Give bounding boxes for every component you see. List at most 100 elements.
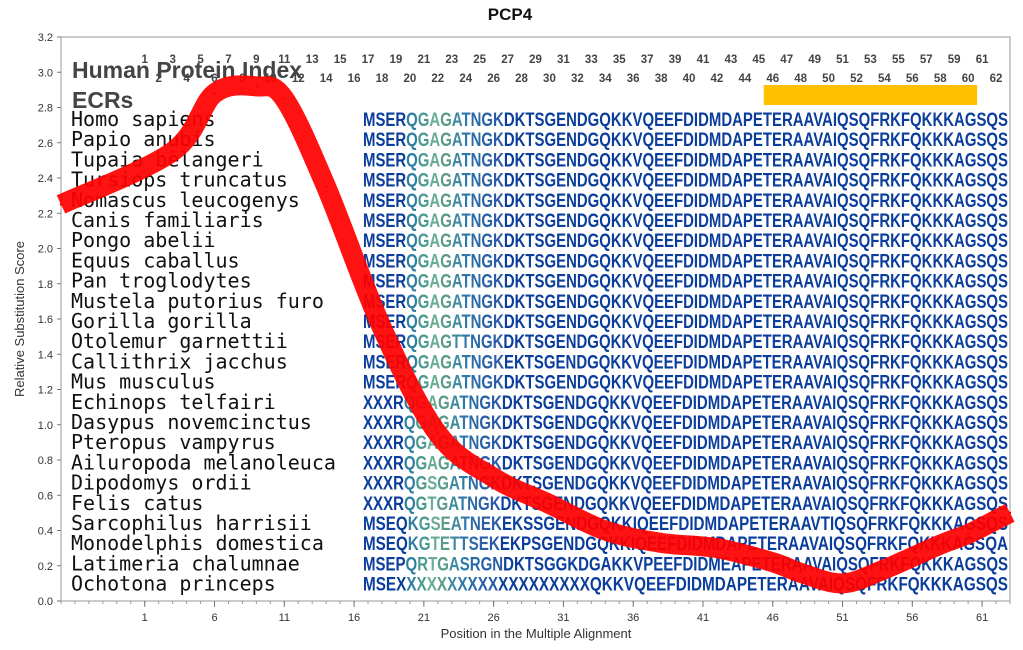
species-label: Callithrix jacchus bbox=[71, 349, 288, 373]
position-number: 32 bbox=[571, 73, 584, 85]
species-label: Echinops telfairi bbox=[71, 390, 276, 414]
x-tick-label: 6 bbox=[211, 612, 217, 624]
position-number: 60 bbox=[962, 73, 975, 85]
position-number: 43 bbox=[724, 54, 737, 66]
sequence-row: MSERQGAGATNGKDKTSGENDGQKKVQEEFDIDMDAPETE… bbox=[363, 231, 1008, 252]
species-label: Otolemur garnettii bbox=[71, 329, 288, 353]
position-number: 52 bbox=[850, 73, 863, 85]
x-tick-label: 61 bbox=[976, 612, 988, 624]
y-axis-label: Relative Substitution Score bbox=[12, 241, 27, 397]
species-label: Canis familiaris bbox=[71, 208, 264, 232]
score-point bbox=[939, 543, 942, 546]
score-point bbox=[715, 546, 719, 550]
position-number: 56 bbox=[906, 73, 919, 85]
sequence-row: MSERQGAGATNGKDKTSGENDGQKKVQEEFDIDMDAPETE… bbox=[363, 211, 1008, 232]
sequence-row: XXXRQGTGATNGKDKTSGENDGQKKVQEEFDIDMDAPETE… bbox=[363, 494, 1008, 515]
position-number: 61 bbox=[976, 54, 989, 66]
sequence-alignment: MSERQGAGATNGKDKTSGENDGQKKVQEEFDIDMDAPETE… bbox=[363, 110, 1008, 596]
position-number: 22 bbox=[431, 73, 444, 85]
position-number: 1 bbox=[142, 54, 149, 66]
y-tick-label: 0.6 bbox=[38, 490, 53, 502]
y-tick-label: 0.2 bbox=[38, 561, 53, 573]
sequence-row: MSERQGAGATNGKDKTSGENDGQKKVQEEFDIDMDAPETE… bbox=[363, 150, 1008, 171]
sequence-row: XXXRQGAGATNGKDKTSGENDGQKKVQEEFDIDMDAPETE… bbox=[363, 413, 1008, 434]
chart-title: PCP4 bbox=[488, 5, 533, 24]
position-number: 58 bbox=[934, 73, 947, 85]
x-tick-label: 26 bbox=[488, 612, 500, 624]
species-label: Ailuropoda melanoleuca bbox=[71, 450, 336, 474]
sequence-row: XXXRQGAGATNGKDKTSGENDGQKKVQEEFDIDMDAPETE… bbox=[363, 453, 1008, 474]
x-axis-label: Position in the Multiple Alignment bbox=[441, 626, 632, 641]
y-axis-ticks: 0.0 0.2 0.4 0.6 0.8 1.0 1.2 1.4 1.6 1.8 2.0 2.2 2.4 2… bbox=[38, 32, 61, 608]
position-number: 25 bbox=[473, 54, 486, 66]
position-number: 39 bbox=[669, 54, 682, 66]
sequence-row: MSERQGAGTTNGKDKTSGENDGQKKVQEEFDIDMDAPETE… bbox=[363, 332, 1008, 353]
y-tick-label: 2.2 bbox=[38, 208, 53, 220]
x-tick-label: 51 bbox=[836, 612, 848, 624]
position-numbers: 1 3 5 7 9 11 13 15 17 19 21 23 25 27 29 31 33 35 37 39 41 43 4… bbox=[142, 54, 1003, 85]
sequence-row: MSERQGAGATNGKDKTSGENDGQKKVQEEFDIDMDAPETE… bbox=[363, 130, 1008, 151]
position-number: 7 bbox=[225, 54, 231, 66]
y-tick-label: 0.0 bbox=[38, 596, 53, 608]
position-number: 18 bbox=[376, 73, 389, 85]
score-point bbox=[380, 326, 384, 330]
species-label: Pteropus vampyrus bbox=[71, 430, 276, 454]
score-point bbox=[171, 150, 174, 153]
position-number: 41 bbox=[697, 54, 710, 66]
position-number: 13 bbox=[306, 54, 319, 66]
sequence-row: MSERQGAGATNGKDKTSGENDGQKKVQEEFDIDMDAPETE… bbox=[363, 373, 1008, 394]
x-tick-label: 41 bbox=[697, 612, 709, 624]
y-tick-label: 0.8 bbox=[38, 455, 53, 467]
x-tick-label: 46 bbox=[767, 612, 779, 624]
score-point bbox=[604, 529, 607, 532]
x-tick-label: 16 bbox=[348, 612, 360, 624]
x-tick-label: 36 bbox=[627, 612, 639, 624]
position-number: 42 bbox=[711, 73, 724, 85]
position-number: 54 bbox=[878, 73, 891, 85]
score-point bbox=[255, 85, 258, 88]
sequence-row: XXXRQGAGATNGKDKTSGENDGQKKVQEEFDIDMDAPETE… bbox=[363, 433, 1008, 454]
sequence-row: MSERQGAGATNGKDKTSGENDGQKKVQEEFDIDMDAPETE… bbox=[363, 292, 1008, 313]
score-point bbox=[324, 185, 328, 189]
position-number: 9 bbox=[253, 54, 259, 66]
x-tick-label: 1 bbox=[142, 612, 148, 624]
position-number: 55 bbox=[892, 54, 905, 66]
position-number: 34 bbox=[599, 73, 612, 85]
x-axis-ticks: 1 6 11 16 21 26 31 36 41 46 51 56 61 bbox=[60, 601, 1011, 624]
sequence-row: MSERQGAGATNGKDKTSGENDGQKKVQEEFDIDMDAPETE… bbox=[363, 251, 1008, 272]
y-tick-label: 3.0 bbox=[38, 67, 53, 79]
position-number: 37 bbox=[641, 54, 654, 66]
score-point bbox=[799, 571, 802, 574]
y-tick-label: 2.6 bbox=[38, 138, 53, 150]
species-label: Pan troglodytes bbox=[71, 269, 252, 293]
position-number: 14 bbox=[320, 73, 333, 85]
position-number: 2 bbox=[155, 73, 161, 85]
score-point bbox=[994, 518, 998, 522]
position-number: 62 bbox=[990, 73, 1003, 85]
position-number: 38 bbox=[655, 73, 668, 85]
score-point bbox=[659, 541, 663, 545]
position-number: 20 bbox=[403, 73, 416, 85]
position-number: 29 bbox=[529, 54, 542, 66]
sequence-row: XXXRQGSGATNGKDKTSGENDGQKKVQEEFDIDMDAPETE… bbox=[363, 474, 1008, 495]
position-number: 17 bbox=[362, 54, 375, 66]
y-tick-label: 0.4 bbox=[38, 526, 53, 538]
position-number: 31 bbox=[557, 54, 570, 66]
position-number: 59 bbox=[948, 54, 961, 66]
species-label: Sarcophilus harrisii bbox=[71, 511, 312, 535]
score-point bbox=[966, 532, 970, 536]
y-tick-label: 1.2 bbox=[38, 385, 53, 397]
position-number: 33 bbox=[585, 54, 598, 66]
score-point bbox=[548, 502, 551, 506]
y-tick-label: 1.6 bbox=[38, 314, 53, 326]
position-number: 6 bbox=[211, 73, 217, 85]
position-number: 12 bbox=[292, 73, 305, 85]
position-number: 21 bbox=[417, 54, 430, 66]
score-point bbox=[492, 476, 495, 479]
position-number: 48 bbox=[794, 73, 807, 85]
position-number: 24 bbox=[459, 73, 472, 85]
species-label: Pongo abelii bbox=[71, 228, 216, 252]
position-number: 30 bbox=[543, 73, 556, 85]
score-point bbox=[283, 97, 286, 100]
